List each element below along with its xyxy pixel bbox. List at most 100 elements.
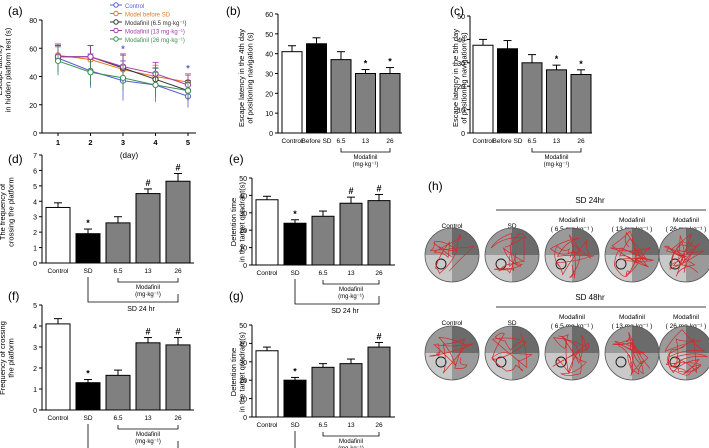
legend-label-a: Modafinil (26 mg·kg⁻¹) [125,38,185,44]
bar-b [281,51,303,134]
bar-d [45,206,71,264]
pool-outline-h [484,227,540,283]
y-tick-label-b: 40 [265,52,273,59]
bar-c [472,44,494,134]
column-label-h: Modafinil [559,314,586,321]
pool-quadrant-h [632,326,659,353]
x-tick-label-d: 26 [174,268,182,275]
column-label-h: Modafinil [673,314,700,321]
group-label-b: Modafinil [353,155,377,161]
significance-mark-d: # [145,178,150,188]
significance-mark-f: # [145,327,150,337]
x-tick-label-f: 26 [174,415,182,422]
bar-e [339,202,363,266]
pool-quadrant-h [572,326,599,353]
pool-quadrant-h [686,353,709,380]
y-tick-label-d: 0 [33,261,37,268]
legend-marker-a [113,27,119,34]
x-tick-label-f: Control [48,415,70,422]
x-tick-label-f: 13 [144,415,152,422]
y-tick-label-b: 10 [265,111,273,118]
y-tick-label-a: 60 [29,46,37,53]
y-tick-label-b: 50 [265,32,273,39]
y-tick-label-c: 20 [457,84,465,91]
group-label-b: (mg·kg⁻¹) [353,162,379,168]
pool-outline-h [484,325,540,381]
y-tick-label-f: 3 [33,345,37,352]
y-tick-label-d: 4 [33,199,37,206]
bar-e [283,222,307,266]
y-axis-label-d: crossing the platform [7,177,16,247]
y-tick-label-d: 1 [33,246,37,253]
x-tick-label-a: 5 [186,138,190,147]
pool-quadrant-h [512,326,539,353]
bar-d [165,180,191,264]
pool-quadrant-h [452,353,479,380]
pool-quadrant-h [485,326,512,353]
pool-outline-h [544,325,600,381]
pool-quadrant-h [686,255,709,282]
panel-label-g: (g) [229,289,244,303]
bar-g [283,379,307,418]
significance-mark-c: * [555,54,559,64]
column-label-h: Control [442,223,464,230]
y-tick-label-g: 0 [243,415,247,422]
pool-quadrant-h [452,326,479,353]
bracket-modafinil-f [117,425,179,430]
y-tick-label-a: 80 [29,18,37,25]
y-tick-label-b: 30 [265,72,273,79]
data-point-a [87,69,94,76]
bar-e [367,200,391,266]
x-tick-label-b: 13 [362,138,370,145]
group-label-g: Modafinil [339,439,363,445]
bar-d [105,222,131,264]
platform-h [435,258,447,270]
significance-mark-e: # [376,184,381,194]
panel-label-a: (a) [8,4,23,18]
column-label-h: Modafinil [673,217,700,224]
y-tick-label-a: 0 [33,131,37,138]
y-axis-label-b: of positioning navigation (s) [246,32,255,124]
bar-g [367,346,391,418]
y-tick-label-d: 3 [33,215,37,222]
y-tick-label-f: 4 [33,324,37,331]
x-tick-label-e: 13 [347,270,355,277]
y-tick-label-b: 60 [265,12,273,19]
y-axis-label-e: in the target quadrant(s) [238,181,247,262]
swim-path-h [612,332,651,377]
platform-h [615,258,627,270]
y-tick-label-c: 40 [457,37,465,44]
x-tick-label-d: Control [48,268,70,275]
sd-label-e: SD 24 hr [331,308,359,315]
swim-path-h [610,230,655,277]
pool-quadrant-h [452,255,479,282]
x-tick-label-c: Before SD [493,138,523,145]
significance-mark-c: * [579,59,583,69]
pool-quadrant-h [512,228,539,255]
row-header-h: SD 24hr [575,196,605,205]
x-axis-label-a: (day) [120,151,139,160]
significance-mark-f: * [86,369,90,379]
pool-outline-h [424,227,480,283]
data-point-a [152,81,159,89]
pool-2-row-0 [544,227,600,283]
significance-mark-e: # [348,186,353,196]
y-tick-label-e: 40 [239,193,247,200]
column-label-h: Modafinil [619,217,646,224]
platform-h [615,356,627,368]
pool-outline-h [658,227,709,283]
swim-path-h [490,233,527,274]
group-label-e: Modafinil [339,287,363,293]
y-axis-label-f: Frequency of crossing [0,321,7,395]
y-tick-label-g: 10 [239,397,247,404]
bracket-sd-g [294,431,380,448]
y-tick-label-d: 7 [33,153,37,160]
y-tick-label-g: 30 [239,360,247,367]
bar-f [75,382,101,411]
bracket-modafinil-c [531,148,582,153]
bar-f [45,323,71,411]
pool-2-row-1 [544,325,600,381]
y-tick-label-e: 30 [239,211,247,218]
y-axis-label-e: Detention time [229,198,238,246]
